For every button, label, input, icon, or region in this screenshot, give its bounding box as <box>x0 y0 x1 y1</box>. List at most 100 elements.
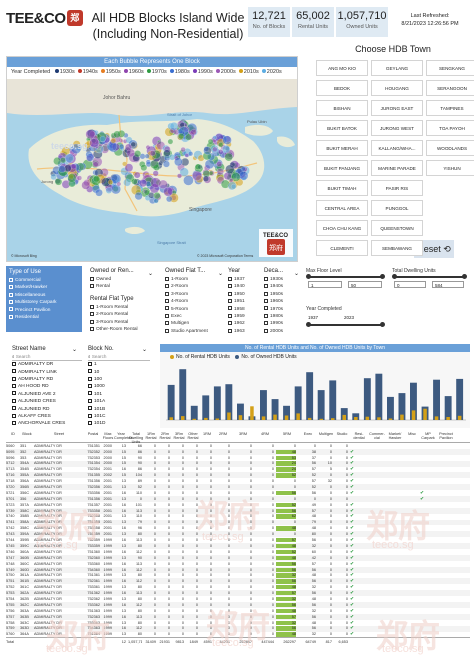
block-bubble[interactable] <box>153 192 161 200</box>
table-row[interactable]: 5744 359B ADMIRALTY DR 752359 1999 16 113 0 0 0 0 0… <box>6 537 470 543</box>
checkbox-option[interactable]: 1940s <box>264 283 300 290</box>
block-bubble[interactable] <box>139 179 148 187</box>
checkbox-option[interactable]: Other-Room Rental <box>90 326 152 333</box>
town-button[interactable]: JURONG EAST <box>371 100 423 116</box>
bar-rental[interactable] <box>204 417 208 420</box>
checkbox-option[interactable]: 1940 <box>228 283 260 290</box>
table-row[interactable]: 5720 356B ADMIRALTY DR 752356 2001 13 52 0 0 0 0 0 0… <box>6 484 470 491</box>
table-row[interactable]: 5757 363B ADMIRALTY DR 752363 1999 16 113 0 0 0 0 0… <box>6 613 470 620</box>
max-input[interactable]: 584 <box>432 281 464 288</box>
town-button[interactable]: BEDOK <box>316 80 368 96</box>
table-row[interactable]: 5716 355A ADMIRALTY DR 751355 2002 15 104 0 0 0 0 0… <box>6 472 470 479</box>
table-row[interactable]: 5721 356C ADMIRALTY DR 753356 2001 16 110 0 0 0 0 0… <box>6 490 470 496</box>
block-bubble[interactable] <box>85 129 96 140</box>
column-header[interactable]: Year Completed <box>114 432 133 440</box>
max-input[interactable]: 2023 <box>344 315 355 320</box>
bar-rental[interactable] <box>215 418 220 421</box>
checkbox-option[interactable]: Precinct Pavilion <box>9 307 79 314</box>
checkbox-option[interactable]: 1970s <box>264 306 300 313</box>
column-header[interactable]: 5RM <box>282 432 292 436</box>
block-bubble[interactable] <box>163 186 173 197</box>
checkbox-option[interactable]: 101C <box>88 413 150 420</box>
checkbox-option[interactable]: Exec <box>165 313 223 320</box>
table-row[interactable]: 5752 361C ADMIRALTY DR 753361 1999 13 80 0 0 0 0 0 0… <box>6 584 470 590</box>
bar-owned[interactable] <box>352 413 360 420</box>
bar-rental[interactable] <box>273 414 277 420</box>
block-bubble[interactable] <box>241 166 246 172</box>
bar-owned[interactable] <box>260 390 267 420</box>
table-row[interactable]: 5743 359A ADMIRALTY DR 751359 2001 13 80 0 0 0 0 0 0… <box>6 531 470 538</box>
block-bubble[interactable] <box>64 164 72 172</box>
table-row[interactable]: 5712 354A ADMIRALTY DR 751354 2000 15 90 0 0 0 0 0 0… <box>6 460 470 467</box>
town-button[interactable]: TOA PAYOH <box>426 120 474 136</box>
checkbox-option[interactable]: ALJUNIED CRES <box>12 398 82 405</box>
checkbox-option[interactable]: 100 <box>88 376 150 383</box>
block-bubble[interactable] <box>50 173 57 181</box>
column-header[interactable]: Postal <box>87 432 99 436</box>
bar-rental[interactable] <box>423 408 427 420</box>
town-button[interactable]: KALLANG/WHA... <box>371 140 423 156</box>
block-bubble[interactable] <box>229 178 234 183</box>
bar-owned[interactable] <box>271 399 279 420</box>
block-bubble[interactable] <box>122 161 127 167</box>
column-header[interactable]: 2RM <box>218 432 228 436</box>
bar-owned[interactable] <box>294 386 302 420</box>
block-bubble[interactable] <box>86 153 95 162</box>
checkbox-option[interactable]: 5-Room <box>165 306 223 313</box>
block-bubble[interactable] <box>184 133 192 141</box>
block-bubble[interactable] <box>178 133 185 140</box>
bar-rental[interactable] <box>192 418 197 420</box>
checkbox-option[interactable]: Commercial <box>9 277 79 284</box>
block-bubble[interactable] <box>231 172 241 182</box>
town-button[interactable]: BISHAN <box>316 100 368 116</box>
bar-rental[interactable] <box>400 414 404 420</box>
checkbox-option[interactable]: 1937 <box>228 276 260 283</box>
column-header[interactable]: 3Rm Rental <box>173 432 185 440</box>
table-row[interactable]: 5759 363D ADMIRALTY DR 754363 1999 16 112 0 0 0 0 0… <box>6 625 470 632</box>
bubble-layer[interactable] <box>50 119 250 204</box>
bar-owned[interactable] <box>213 386 221 420</box>
column-header[interactable]: Resi-dential <box>353 432 365 440</box>
checkbox-option[interactable]: Owned <box>90 276 152 283</box>
checkbox-option[interactable]: 4-Room <box>165 298 223 305</box>
bar-owned[interactable] <box>329 380 337 420</box>
column-header[interactable]: Market/ Hawker <box>388 432 402 440</box>
town-button[interactable]: HOUGANG <box>371 80 423 96</box>
min-input[interactable]: 1 <box>308 281 342 288</box>
bar-rental[interactable] <box>457 415 462 420</box>
block-bubble[interactable] <box>144 153 150 159</box>
table-row[interactable]: 5749 360D ADMIRALTY DR 754360 1999 16 112 0 0 0 0 0… <box>6 566 470 573</box>
min-input[interactable]: 0 <box>394 281 426 288</box>
column-header[interactable]: Block <box>22 432 32 436</box>
block-bubble[interactable] <box>203 146 212 155</box>
bar-owned[interactable] <box>340 408 348 420</box>
block-bubble[interactable] <box>152 170 159 177</box>
block-bubble[interactable] <box>183 175 194 186</box>
checkbox-option[interactable]: 1959 <box>228 313 260 320</box>
column-header[interactable]: 1Rm Rental <box>145 432 157 440</box>
checkbox-option[interactable]: 3-Room <box>165 291 223 298</box>
table-row[interactable]: 5751 361B ADMIRALTY DR 752361 1999 16 112 0 0 0 0 0… <box>6 578 470 585</box>
bar-owned[interactable] <box>225 384 233 420</box>
block-bubble[interactable] <box>134 192 143 200</box>
block-bubble[interactable] <box>92 161 99 168</box>
bar-rental[interactable] <box>411 410 416 420</box>
bar-owned[interactable] <box>190 405 198 420</box>
column-header[interactable]: Exec <box>303 432 313 436</box>
block-bubble[interactable] <box>105 187 113 194</box>
table-row[interactable]: 5747 360B ADMIRALTY DR 752360 1999 13 90 0 0 0 0 0 0… <box>6 554 470 561</box>
table-row[interactable]: 5723 357A ADMIRALTY DR 751357 2001 16 101 0 0 0 0 0… <box>6 502 470 508</box>
chevron-down-icon[interactable]: ⌄ <box>148 271 154 277</box>
town-button[interactable]: TAMPINES <box>426 100 474 116</box>
block-bubble[interactable] <box>239 171 249 181</box>
checkbox-option[interactable]: 1958 <box>228 306 260 313</box>
bar-owned[interactable] <box>387 396 394 420</box>
table-row[interactable]: 5096 353 ADMIRALTY DR 752353 2000 15 90 0 0 0 0 0 0 0… <box>6 455 470 461</box>
table-row[interactable]: 5748 360C ADMIRALTY DR 753360 1999 16 113 0 0 0 0 0… <box>6 561 470 567</box>
checkbox-option[interactable]: ANCHORVALE CRES <box>12 420 82 427</box>
block-bubble[interactable] <box>131 178 138 185</box>
town-button[interactable]: WOODLANDS <box>426 140 474 156</box>
checkbox-option[interactable]: 1951 <box>228 298 260 305</box>
checkbox-option[interactable]: Miscellaneous <box>9 292 79 299</box>
block-bubble[interactable] <box>64 153 74 163</box>
